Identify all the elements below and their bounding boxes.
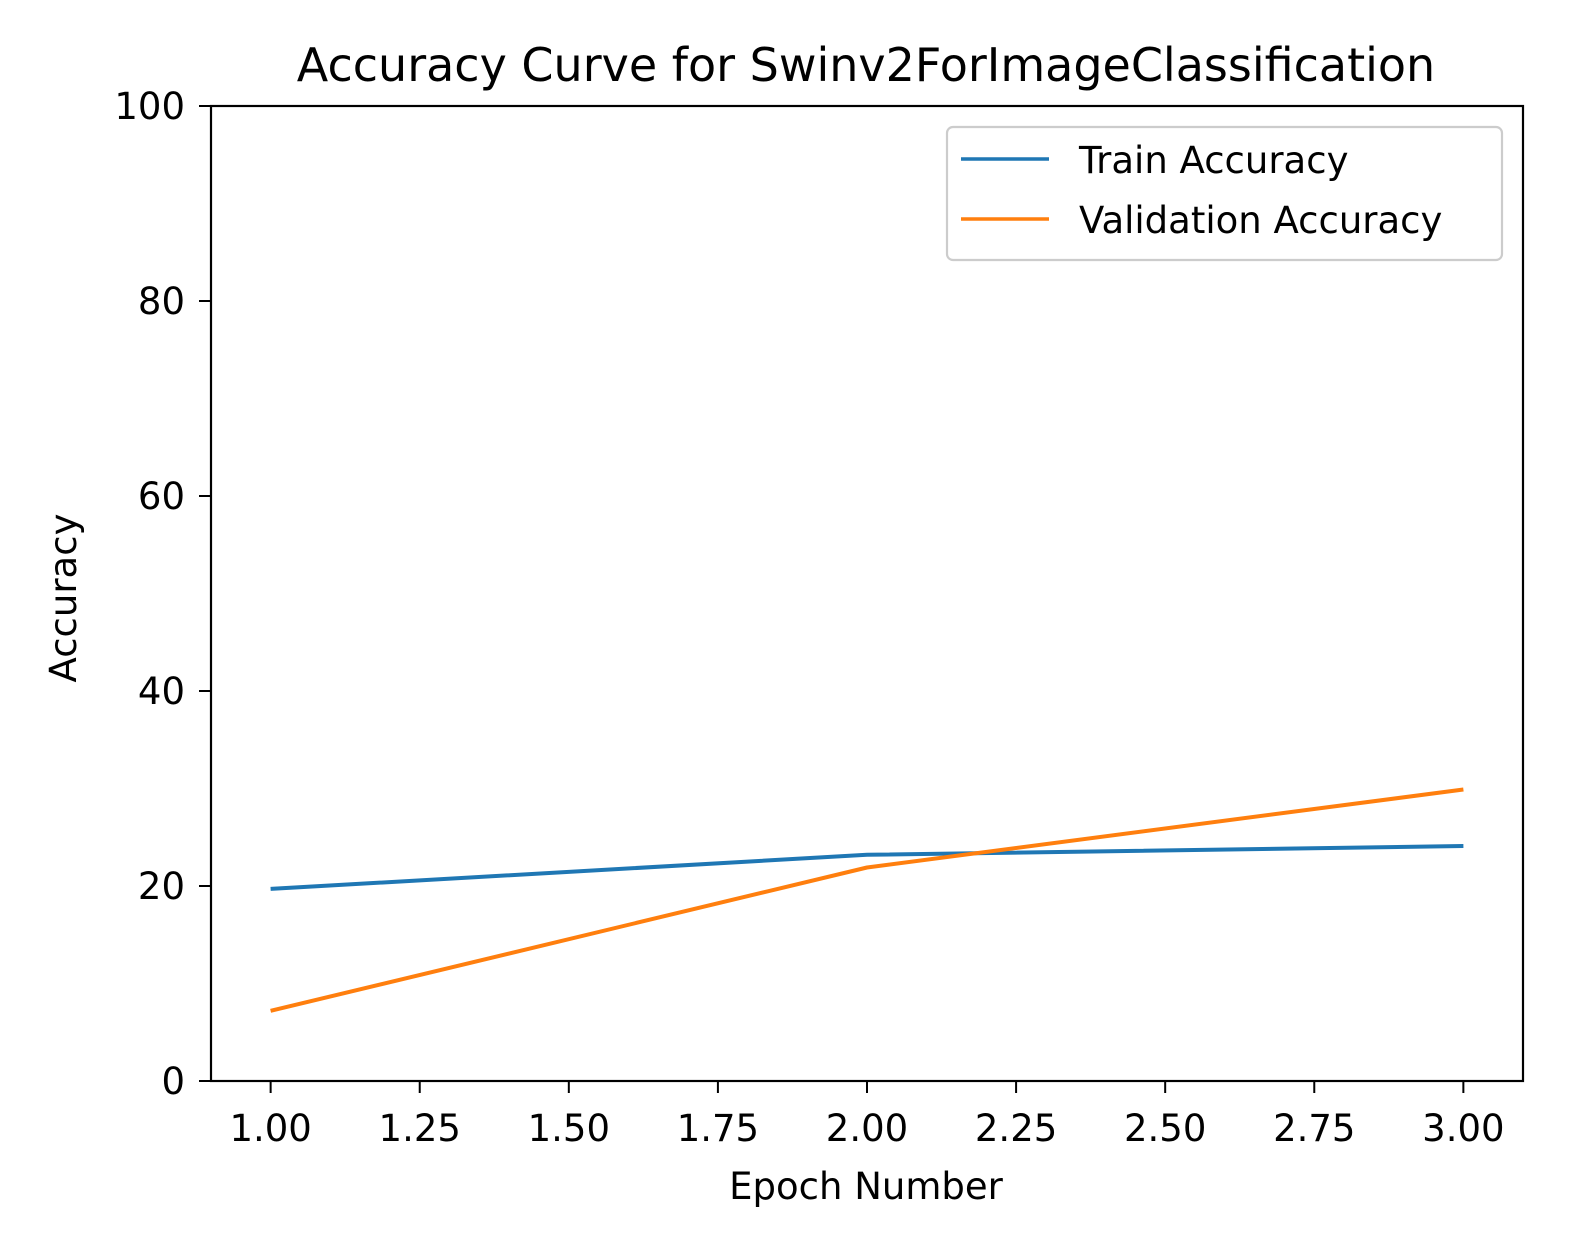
- y-tick-label: 80: [138, 280, 185, 323]
- x-tick-label: 1.25: [379, 1107, 461, 1150]
- y-axis-label: Accuracy: [42, 514, 85, 683]
- x-tick-label: 1.50: [528, 1107, 610, 1150]
- x-tick-label: 2.25: [975, 1107, 1057, 1150]
- x-tick-label: 3.00: [1422, 1107, 1504, 1150]
- series-layer: [270, 787, 1464, 1013]
- series-line-train-accuracy: [270, 844, 1464, 891]
- y-tick-label: 100: [114, 85, 185, 128]
- x-tick-label: 2.50: [1124, 1107, 1206, 1150]
- x-tick-label: 2.75: [1273, 1107, 1355, 1150]
- y-axis: 0 20 40 60 80 100: [114, 85, 211, 1103]
- legend-train-label: Train Accuracy: [1078, 139, 1348, 182]
- y-tick-label: 40: [138, 670, 185, 713]
- x-axis-label: Epoch Number: [729, 1165, 1003, 1208]
- legend: Train Accuracy Validation Accuracy: [945, 125, 1504, 262]
- legend-box: [945, 125, 1504, 262]
- series-line-validation-accuracy: [270, 787, 1464, 1013]
- x-tick-label: 2.00: [826, 1107, 908, 1150]
- x-tick-label: 1.00: [229, 1107, 311, 1150]
- y-tick-label: 20: [138, 865, 185, 908]
- y-tick-label: 60: [138, 475, 185, 518]
- y-tick-label: 0: [161, 1060, 185, 1103]
- chart-title: Accuracy Curve for Swinv2ForImageClassif…: [297, 38, 1435, 92]
- x-tick-label: 1.75: [677, 1107, 759, 1150]
- legend-validation-label: Validation Accuracy: [1079, 199, 1442, 242]
- x-axis: 1.00 1.25 1.50 1.75 2.00 2.25 2.50 2.75 3.00: [229, 1081, 1505, 1150]
